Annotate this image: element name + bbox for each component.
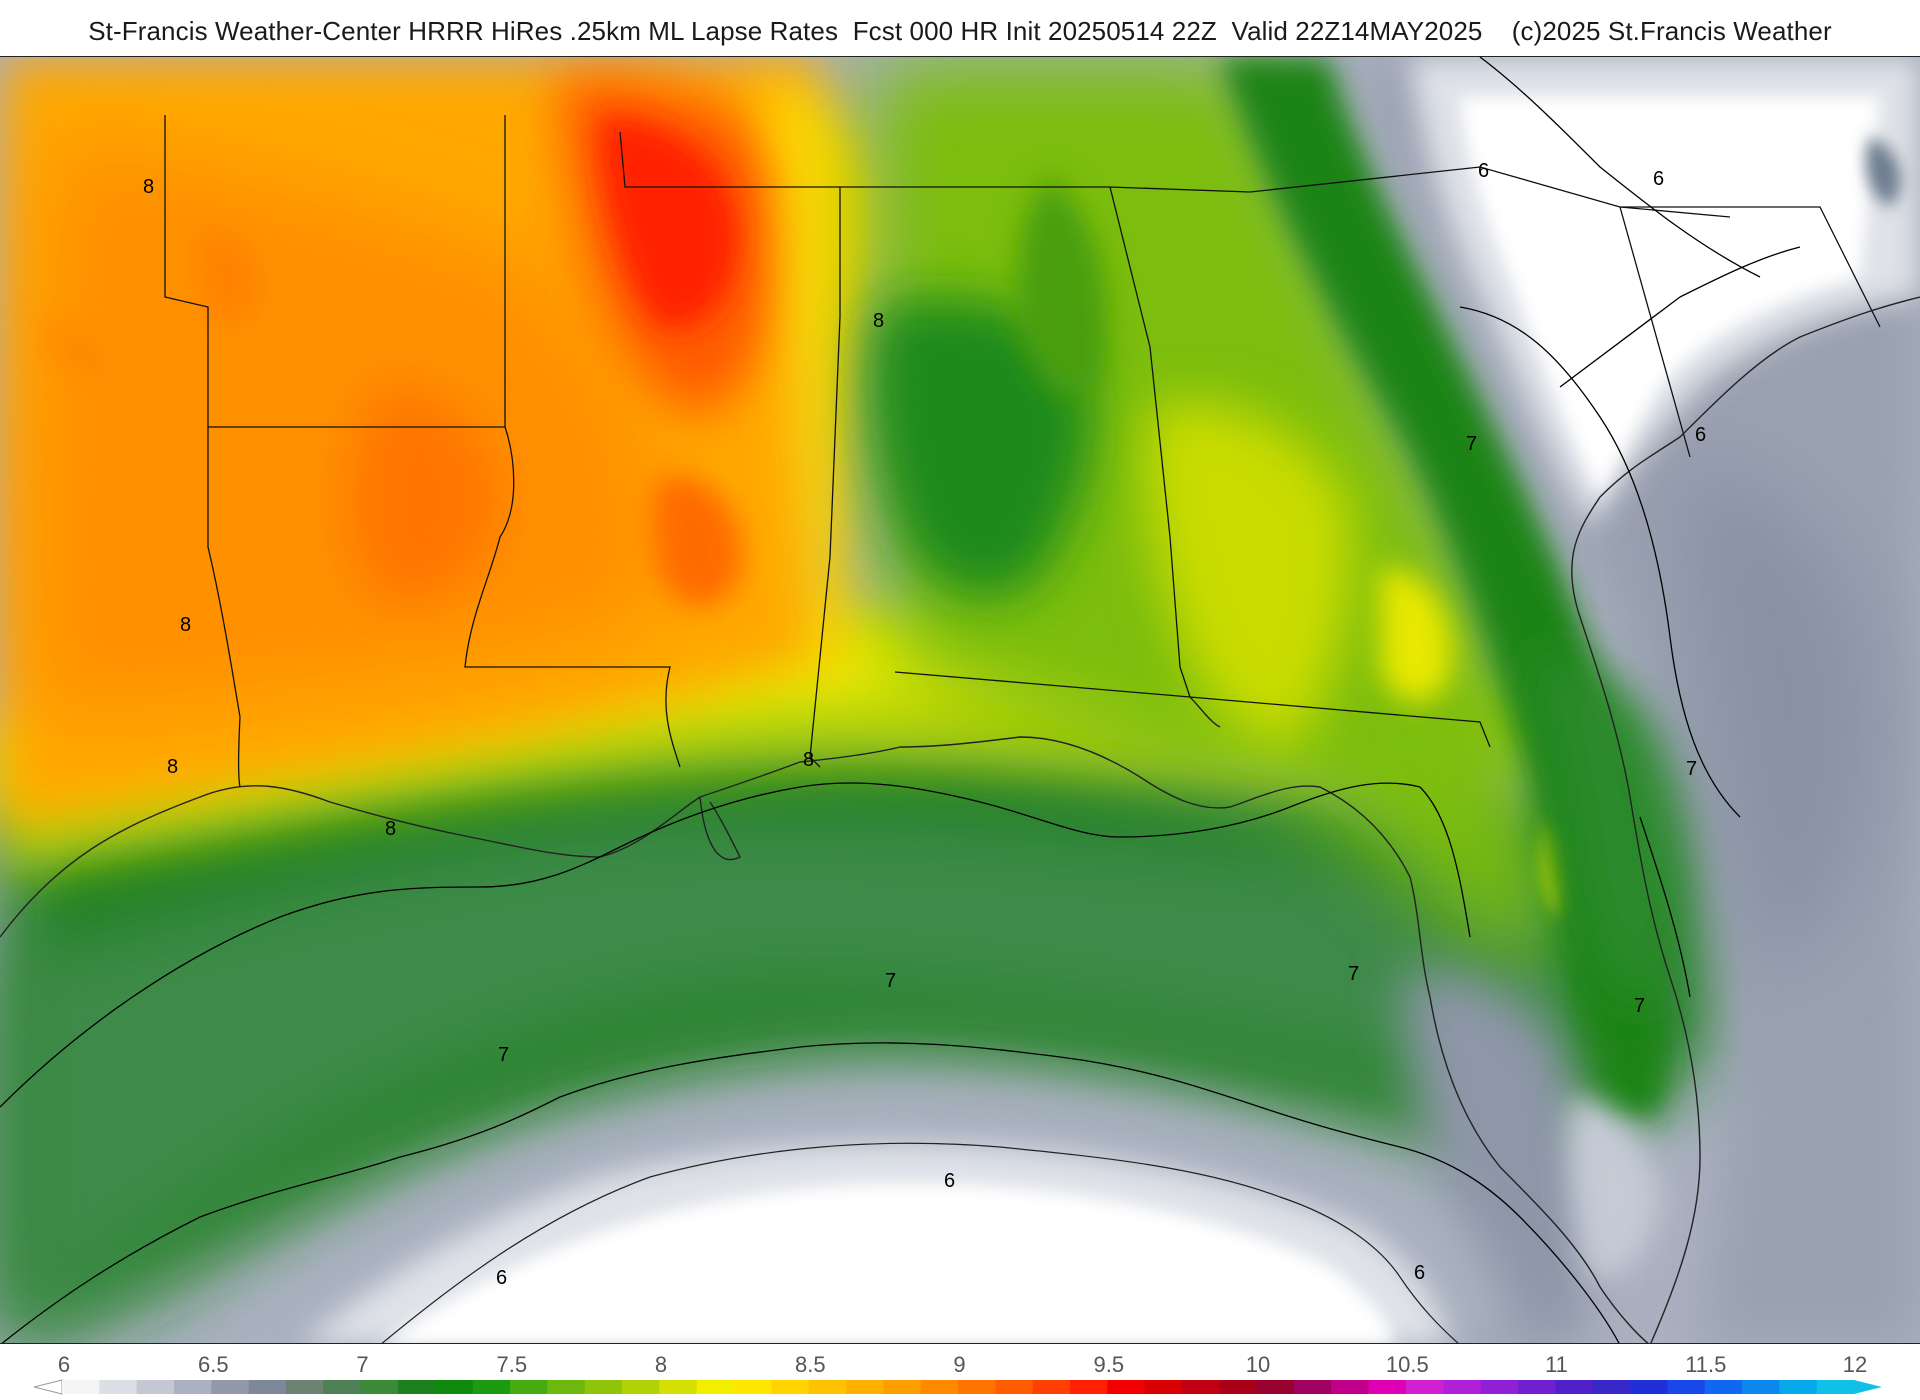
colorbar-swatch	[771, 1380, 810, 1394]
colorbar-swatch	[547, 1380, 586, 1394]
colorbar: 6 6.5 7 7.5 8 8.5 9 9.5 10 10.5 11 11.5 12	[0, 1344, 1920, 1400]
contour-label: 6	[1414, 1262, 1425, 1284]
lapse-rate-map: 8 8 8 8 8 8 7 7 7 7 7 7 6 6 6 6 6 6	[0, 57, 1920, 1343]
colorbar-swatch	[1406, 1380, 1444, 1394]
contour-label: 8	[167, 756, 178, 778]
colorbar-swatch	[1144, 1380, 1183, 1394]
colorbar-min-arrow	[33, 1379, 63, 1395]
colorbar-swatch	[696, 1380, 735, 1394]
colorbar-swatch	[883, 1380, 922, 1394]
colorbar-tick-label: 9.5	[1094, 1352, 1125, 1377]
contour-label: 6	[944, 1170, 955, 1192]
page-title: St-Francis Weather-Center HRRR HiRes .25…	[88, 16, 1832, 46]
colorbar-tick-label: 10	[1246, 1352, 1270, 1377]
colorbar-swatch	[360, 1380, 399, 1394]
colorbar-tick-label: 10.5	[1386, 1352, 1429, 1377]
colorbar-swatch	[584, 1380, 623, 1394]
colorbar-swatch	[808, 1380, 847, 1394]
colorbar-swatch	[846, 1380, 884, 1394]
contour-label: 6	[1478, 160, 1489, 182]
colorbar-swatch	[62, 1380, 100, 1394]
contour-label: 7	[885, 970, 896, 992]
colorbar-tick-label: 9	[953, 1352, 965, 1377]
colorbar-swatch	[995, 1380, 1034, 1394]
colorbar-swatch	[472, 1380, 511, 1394]
colorbar-tick-label: 12	[1843, 1352, 1867, 1377]
map-panel: 8 8 8 8 8 8 7 7 7 7 7 7 6 6 6 6 6 6	[0, 56, 1920, 1344]
colorbar-swatch	[323, 1380, 362, 1394]
colorbar-swatch	[286, 1380, 324, 1394]
contour-label: 8	[143, 176, 154, 198]
colorbar-swatch	[211, 1380, 250, 1394]
contour-label: 7	[1634, 995, 1645, 1017]
colorbar-ticks: 6 6.5 7 7.5 8 8.5 9 9.5 10 10.5 11 11.5 12	[58, 1352, 1867, 1377]
colorbar-swatch	[1107, 1380, 1146, 1394]
colorbar-swatch	[734, 1380, 772, 1394]
contour-label: 7	[498, 1044, 509, 1066]
coastline	[0, 296, 1920, 1343]
colorbar-swatch	[1816, 1380, 1855, 1394]
colorbar-swatch	[136, 1380, 175, 1394]
contour-lines	[0, 57, 1801, 1343]
colorbar-tick-label: 11	[1545, 1352, 1568, 1377]
header: St-Francis Weather-Center HRRR HiRes .25…	[0, 0, 1920, 56]
contour-labels: 8 8 8 8 8 8 7 7 7 7 7 7 6 6 6 6 6 6	[143, 160, 1706, 1289]
colorbar-swatches	[33, 1379, 1882, 1395]
contour-label: 6	[1653, 168, 1664, 190]
colorbar-swatch	[99, 1380, 138, 1394]
colorbar-tick-label: 11.5	[1685, 1352, 1726, 1377]
colorbar-swatch	[1592, 1380, 1631, 1394]
colorbar-swatch	[1667, 1380, 1706, 1394]
colorbar-swatch	[958, 1380, 996, 1394]
colorbar-swatch	[1704, 1380, 1743, 1394]
colorbar-swatch	[174, 1380, 212, 1394]
contour-label: 8	[385, 818, 396, 840]
contour-label: 7	[1348, 963, 1359, 985]
colorbar-swatch	[248, 1380, 287, 1394]
contour-label: 7	[1466, 433, 1477, 455]
colorbar-swatch	[1480, 1380, 1519, 1394]
colorbar-swatch	[1368, 1380, 1407, 1394]
colorbar-swatch	[1518, 1380, 1556, 1394]
contour-label: 8	[180, 614, 191, 636]
colorbar-tick-label: 7.5	[497, 1352, 528, 1377]
colorbar-tick-label: 6	[58, 1352, 70, 1377]
colorbar-tick-label: 8.5	[795, 1352, 826, 1377]
colorbar-tick-label: 7	[356, 1352, 368, 1377]
colorbar-swatch	[1182, 1380, 1220, 1394]
colorbar-swatch	[659, 1380, 698, 1394]
colorbar-swatch	[1032, 1380, 1071, 1394]
colorbar-swatch	[1331, 1380, 1370, 1394]
colorbar-swatch	[1630, 1380, 1668, 1394]
colorbar-swatch	[398, 1380, 436, 1394]
colorbar-swatch	[435, 1380, 474, 1394]
contour-label: 6	[1695, 424, 1706, 446]
colorbar-swatch	[1219, 1380, 1258, 1394]
contour-label: 8	[803, 749, 814, 771]
colorbar-swatch	[1742, 1380, 1780, 1394]
colorbar-swatch	[920, 1380, 959, 1394]
lapse-rate-field	[0, 57, 1920, 1343]
colorbar-swatch	[1070, 1380, 1108, 1394]
contour-label: 6	[496, 1267, 507, 1289]
colorbar-swatch	[1555, 1380, 1594, 1394]
colorbar-max-arrow	[1854, 1380, 1882, 1394]
colorbar-tick-label: 6.5	[198, 1352, 229, 1377]
colorbar-legend: 6 6.5 7 7.5 8 8.5 9 9.5 10 10.5 11 11.5 12	[33, 1352, 1882, 1395]
colorbar-swatch	[1779, 1380, 1818, 1394]
colorbar-tick-label: 8	[655, 1352, 667, 1377]
colorbar-swatch	[1294, 1380, 1332, 1394]
contour-label: 7	[1686, 758, 1697, 780]
colorbar-swatch	[510, 1380, 548, 1394]
colorbar-swatch	[1443, 1380, 1482, 1394]
colorbar-swatch	[622, 1380, 660, 1394]
state-boundaries	[164, 115, 1881, 788]
colorbar-swatch	[1256, 1380, 1295, 1394]
contour-label: 8	[873, 310, 884, 332]
